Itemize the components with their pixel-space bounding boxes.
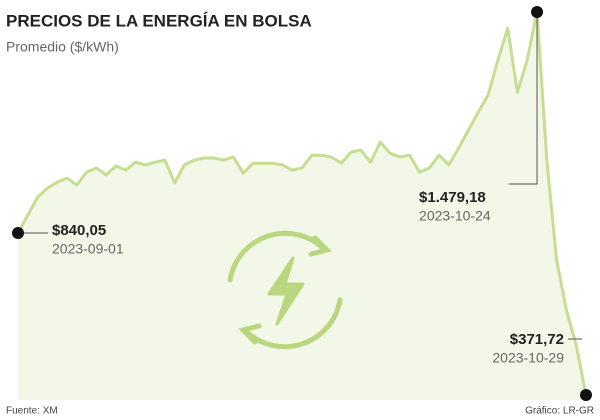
energy-icon	[227, 230, 343, 350]
line	[16, 10, 588, 396]
date-label: 2023-10-29	[492, 350, 564, 366]
date-label: 2023-10-24	[419, 208, 491, 224]
area	[18, 12, 586, 400]
credit: Gráfico: LR-GR	[525, 406, 594, 417]
chart-title: PRECIOS DE LA ENERGÍA EN BOLSA	[6, 11, 312, 30]
chart-subtitle: Promedio ($/kWh)	[6, 39, 119, 55]
value-label: $1.479,18	[419, 189, 486, 206]
value-label: $371,72	[510, 331, 564, 348]
point	[531, 6, 544, 18]
date-label: 2023-09-01	[52, 241, 124, 257]
leader-line	[509, 12, 538, 185]
source: Fuente: XM	[6, 406, 58, 417]
plot: $840,05 2023-09-01 $1.479,18 2023-10-24 $371…	[12, 6, 592, 401]
point	[580, 389, 592, 401]
value-label: $840,05	[52, 222, 106, 239]
point	[12, 227, 24, 240]
